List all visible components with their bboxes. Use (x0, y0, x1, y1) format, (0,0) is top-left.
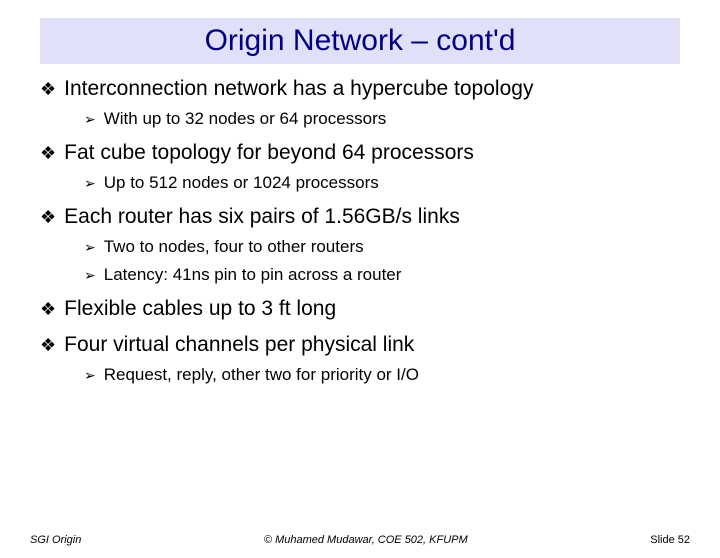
bullet-level2: ➢ Up to 512 nodes or 1024 processors (84, 172, 680, 194)
slide-title: Origin Network – cont'd (40, 24, 680, 58)
bullet-text: Interconnection network has a hypercube … (64, 76, 533, 102)
arrow-bullet-icon: ➢ (84, 364, 96, 386)
footer-center: © Muhamed Mudawar, COE 502, KFUPM (81, 534, 650, 546)
slide-content: ❖ Interconnection network has a hypercube… (0, 76, 720, 386)
bullet-text: Latency: 41ns pin to pin across a router (104, 264, 402, 286)
bullet-text: Fat cube topology for beyond 64 processo… (64, 140, 474, 166)
bullet-text: With up to 32 nodes or 64 processors (104, 108, 387, 130)
bullet-text: Two to nodes, four to other routers (104, 236, 364, 258)
bullet-level2: ➢ With up to 32 nodes or 64 processors (84, 108, 680, 130)
bullet-text: Flexible cables up to 3 ft long (64, 296, 336, 322)
bullet-level1: ❖ Interconnection network has a hypercube… (40, 76, 680, 102)
arrow-bullet-icon: ➢ (84, 108, 96, 130)
bullet-level2: ➢ Two to nodes, four to other routers (84, 236, 680, 258)
bullet-level1: ❖ Four virtual channels per physical link (40, 332, 680, 358)
arrow-bullet-icon: ➢ (84, 172, 96, 194)
diamond-bullet-icon: ❖ (40, 140, 56, 166)
bullet-level1: ❖ Each router has six pairs of 1.56GB/s l… (40, 204, 680, 230)
bullet-level2: ➢ Latency: 41ns pin to pin across a route… (84, 264, 680, 286)
bullet-text: Four virtual channels per physical link (64, 332, 414, 358)
diamond-bullet-icon: ❖ (40, 204, 56, 230)
bullet-text: Each router has six pairs of 1.56GB/s li… (64, 204, 460, 230)
footer-left: SGI Origin (30, 534, 81, 546)
bullet-text: Up to 512 nodes or 1024 processors (104, 172, 379, 194)
bullet-text: Request, reply, other two for priority o… (104, 364, 419, 386)
diamond-bullet-icon: ❖ (40, 296, 56, 322)
arrow-bullet-icon: ➢ (84, 264, 96, 286)
slide-title-bar: Origin Network – cont'd (40, 18, 680, 64)
bullet-level2: ➢ Request, reply, other two for priority … (84, 364, 680, 386)
footer-right: Slide 52 (650, 534, 690, 546)
diamond-bullet-icon: ❖ (40, 76, 56, 102)
slide-footer: SGI Origin © Muhamed Mudawar, COE 502, K… (0, 534, 720, 546)
bullet-level1: ❖ Fat cube topology for beyond 64 process… (40, 140, 680, 166)
arrow-bullet-icon: ➢ (84, 236, 96, 258)
diamond-bullet-icon: ❖ (40, 332, 56, 358)
bullet-level1: ❖ Flexible cables up to 3 ft long (40, 296, 680, 322)
